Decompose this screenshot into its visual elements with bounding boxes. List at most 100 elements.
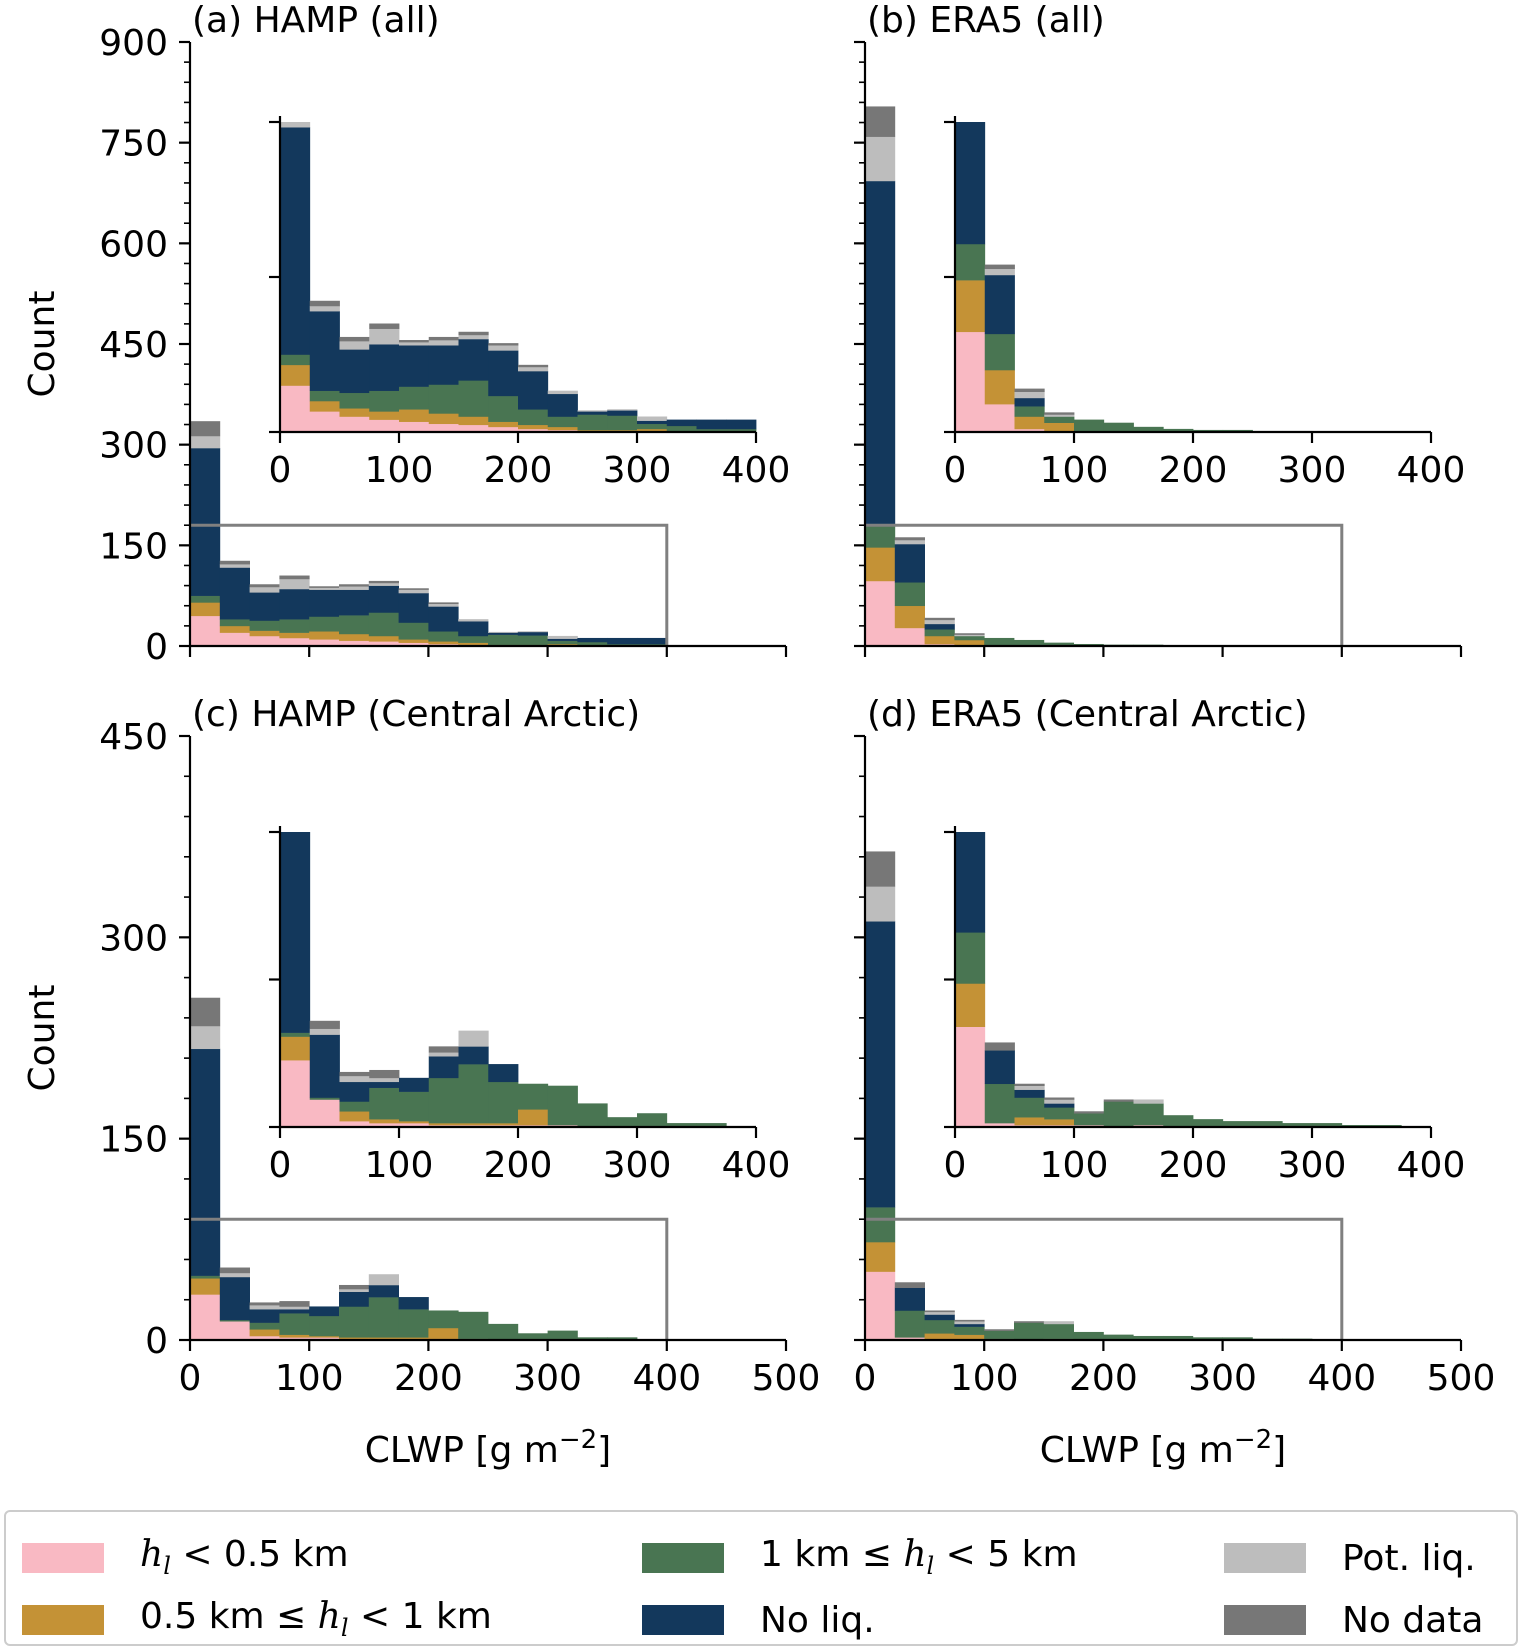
panel-c-inset-bar-mid-bin-100 bbox=[399, 1121, 430, 1124]
panel-a-inset-bar-low-bin-175 bbox=[488, 426, 519, 433]
panel-c-bar-mid-bin-100 bbox=[309, 1335, 340, 1338]
panel-c-inset-bar-noliq-bin-75 bbox=[369, 1081, 400, 1088]
panel-c-inset-bar-noliq-bin-100 bbox=[399, 1077, 430, 1092]
panel-a-bar-low-bin-25 bbox=[219, 632, 250, 647]
panel-c-inset-bar-mid-bin-50 bbox=[339, 1111, 370, 1122]
panel-d-inset-background bbox=[954, 826, 1436, 1129]
panel-b-inset-x-tick-label: 0 bbox=[944, 450, 967, 491]
panel-c: 0 100 200 300 400 500 0 150 300 450 (c) HAMP (Cent… bbox=[22, 694, 820, 1471]
panel-a-inset-bar-potliq-bin-300 bbox=[637, 416, 668, 421]
panel-a-inset-bar-high-bin-25 bbox=[309, 390, 340, 402]
panel-a-inset-bar-noliq-bin-375 bbox=[726, 419, 757, 430]
panel-a-bar-mid-bin-150 bbox=[368, 635, 399, 642]
panel-b-inset-bar-high-bin-150 bbox=[1133, 426, 1164, 433]
panel-c-bar-high-bin-200 bbox=[428, 1310, 459, 1329]
panel-a-y-tick-label: 600 bbox=[99, 224, 168, 265]
panel-a-inset-bar-mid-bin-0 bbox=[280, 364, 311, 386]
panel-a-inset-bar-high-bin-350 bbox=[696, 428, 727, 433]
panel-c-zoom-box bbox=[190, 1217, 669, 1340]
panel-d-inset: 0 100 200 300 400 bbox=[944, 826, 1465, 1186]
panel-b-inset-bar-high-bin-25 bbox=[984, 333, 1015, 371]
panel-d-bar-mid-bin-0 bbox=[865, 1242, 896, 1272]
panel-b-bar-potliq-bin-0 bbox=[865, 136, 896, 182]
panel-a-bar-noliq-bin-50 bbox=[249, 592, 280, 621]
panel-a-bar-high-bin-75 bbox=[279, 619, 310, 633]
panel-b-bar-potliq-bin-50 bbox=[924, 619, 955, 625]
panel-c-inset-bar-low-bin-100 bbox=[399, 1123, 430, 1128]
panel-a-inset-bar-potliq-bin-0 bbox=[280, 122, 311, 128]
legend-item-noliq: No liq. bbox=[642, 1600, 875, 1641]
panel-c-bar-high-bin-275 bbox=[517, 1333, 548, 1341]
panel-b-bar-mid-bin-75 bbox=[954, 639, 985, 646]
panel-b-bar-high-bin-100 bbox=[984, 637, 1015, 646]
panel-c-inset-bar-high-bin-200 bbox=[518, 1083, 549, 1110]
panel-b-inset-bar-noliq-bin-0 bbox=[955, 122, 986, 245]
panel-c-inset-bar-noliq-bin-0 bbox=[280, 832, 311, 1033]
panel-b-inset-background bbox=[954, 116, 1436, 434]
panel-a-bar-mid-bin-300 bbox=[547, 643, 578, 646]
panel-a-inset-bar-high-bin-125 bbox=[428, 384, 459, 414]
panel-d-inset-bar-low-bin-0 bbox=[955, 1026, 986, 1128]
panel-c-bar-low-bin-75 bbox=[279, 1337, 310, 1341]
panel-c-bar-low-bin-100 bbox=[309, 1337, 340, 1341]
panel-b-inset-bar-mid-bin-75 bbox=[1044, 422, 1075, 432]
panel-a-inset-bar-high-bin-325 bbox=[666, 425, 697, 432]
panel-d-bar-high-bin-100 bbox=[984, 1330, 1015, 1339]
panel-c-x-tick-label: 500 bbox=[752, 1358, 821, 1399]
panel-a-bar-mid-bin-0 bbox=[190, 602, 221, 617]
legend-swatch-potliq bbox=[1224, 1543, 1306, 1573]
panel-d-inset-bar-high-bin-300 bbox=[1312, 1123, 1343, 1128]
panel-b-inset-x-tick-label: 200 bbox=[1159, 450, 1228, 491]
panel-c-bar-potliq-bin-0 bbox=[190, 1025, 221, 1050]
panel-c-inset-x-tick-label: 100 bbox=[365, 1145, 434, 1186]
panel-a-inset-bar-potliq-bin-175 bbox=[488, 345, 519, 351]
panel-b-inset-bar-mid-bin-0 bbox=[955, 280, 986, 333]
panel-a-bar-low-bin-50 bbox=[249, 635, 280, 647]
panel-a-bar-low-bin-150 bbox=[368, 641, 399, 647]
panel-a-bar-high-bin-275 bbox=[517, 635, 548, 645]
panel-a-inset: 0 100 200 300 400 bbox=[269, 116, 790, 491]
panel-a-y-label: Count bbox=[22, 291, 63, 398]
panel-a-inset-bar-low-bin-50 bbox=[339, 416, 370, 433]
panel-d-bar-high-bin-175 bbox=[1073, 1331, 1104, 1341]
panel-a-bar-noliq-bin-100 bbox=[309, 589, 340, 617]
legend-swatch-low bbox=[22, 1543, 104, 1573]
panel-b-bar-potliq-bin-25 bbox=[894, 539, 925, 545]
panel-a-bar-mid-bin-125 bbox=[339, 633, 370, 641]
panel-d-bar-nodata-bin-100 bbox=[984, 1329, 1015, 1331]
panel-c-bar-mid-bin-175 bbox=[398, 1337, 429, 1339]
panel-b-bar-nodata-bin-0 bbox=[865, 106, 896, 137]
panel-a-bar-noliq-bin-225 bbox=[458, 621, 489, 637]
panel-c-inset-bar-noliq-bin-25 bbox=[309, 1034, 340, 1098]
panel-a-bar-high-bin-325 bbox=[577, 641, 608, 646]
panel-c-title: (c) HAMP (Central Arctic) bbox=[192, 694, 640, 735]
panel-a-bar-high-bin-250 bbox=[488, 634, 519, 645]
panel-c-inset-bar-high-bin-250 bbox=[577, 1103, 608, 1128]
panel-a-bar-potliq-bin-150 bbox=[368, 582, 399, 586]
panel-c-bar-mid-bin-0 bbox=[190, 1278, 221, 1295]
panel-d-inset-bar-high-bin-225 bbox=[1222, 1121, 1253, 1128]
panel-d-inset-bar-high-bin-275 bbox=[1282, 1123, 1313, 1128]
panel-a-bar-nodata-bin-0 bbox=[190, 421, 221, 437]
panel-d-inset-x-tick-label: 300 bbox=[1278, 1145, 1347, 1186]
panel-a-bar-nodata-bin-200 bbox=[428, 602, 459, 605]
panel-a-y-tick-label: 900 bbox=[99, 23, 168, 64]
panel-a-inset-bar-low-bin-125 bbox=[428, 423, 459, 433]
panel-b-inset-bar-nodata-bin-75 bbox=[1044, 412, 1075, 415]
panel-b-bar-high-bin-0 bbox=[865, 523, 896, 548]
panel-c-inset-x-tick-label: 300 bbox=[603, 1145, 672, 1186]
panel-c-bar-noliq-bin-50 bbox=[249, 1309, 280, 1323]
panel-a-bar-high-bin-175 bbox=[398, 622, 429, 640]
panel-a-inset-bar-high-bin-250 bbox=[577, 414, 608, 431]
panel-d-bar-potliq-bin-150 bbox=[1043, 1321, 1074, 1325]
panel-c-y-tick-label: 450 bbox=[99, 717, 168, 758]
panel-c-inset-bar-noliq-bin-125 bbox=[428, 1056, 459, 1079]
panel-a-inset-bar-mid-bin-150 bbox=[458, 416, 489, 426]
panel-c-bar-low-bin-0 bbox=[190, 1294, 221, 1341]
panel-a-inset-bar-mid-bin-225 bbox=[547, 426, 578, 431]
panel-c-bar-nodata-bin-25 bbox=[219, 1267, 250, 1274]
legend: hl < 0.5 km 0.5 km ≤ hl < 1 km 1 km ≤ hl… bbox=[4, 1510, 1518, 1646]
panel-d-inset-bar-potliq-bin-50 bbox=[1014, 1085, 1045, 1090]
panel-b-inset-x-tick-label: 300 bbox=[1278, 450, 1347, 491]
panel-a-title: (a) HAMP (all) bbox=[192, 0, 440, 41]
